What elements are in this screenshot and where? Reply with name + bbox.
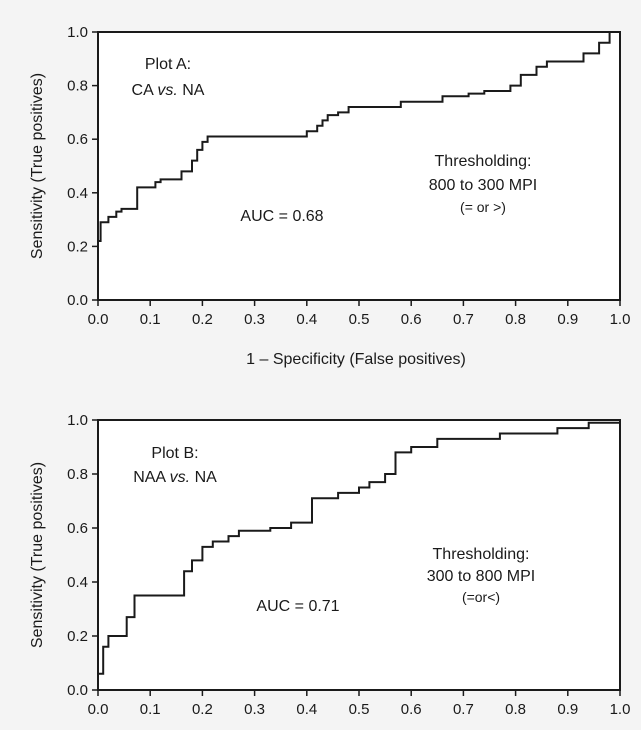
plot-b-x-tick-label: 0.1	[140, 701, 161, 718]
plot-a-y-tick-label: 0.2	[67, 238, 88, 255]
plot-b-x-tick-label: 0.7	[453, 701, 474, 718]
plot-b-y-tick-label: 0.6	[67, 520, 88, 537]
plot-a-x-tick-label: 0.7	[453, 311, 474, 328]
plot-b-x-tick-label: 1.0	[610, 701, 631, 718]
plot-a-auc-label: AUC = 0.68	[240, 208, 323, 225]
plot-b-title-group-a: NAA	[133, 469, 169, 486]
plot-b-y-tick-label: 0.8	[67, 466, 88, 483]
plot-b-y-tick-label: 0.0	[67, 682, 88, 699]
plot-a-roc-curve	[97, 31, 620, 300]
plot-b-title-group-b: NA	[190, 469, 217, 486]
plot-a-ticks: 0.0 0.1 0.2 0.3 0.4 0.5 0.6 0.7 0.8 0.9 1.0 0.0 0.2 0…	[67, 24, 630, 328]
plot-b-x-tick-label: 0.0	[88, 701, 109, 718]
plot-a-x-tick-label: 0.0	[88, 311, 109, 328]
plot-b-x-tick-label: 0.8	[505, 701, 526, 718]
plot-a-x-tick-label: 0.1	[140, 311, 161, 328]
plot-a-x-axis-title: 1 – Specificity (False positives)	[246, 351, 466, 368]
plot-b-x-tick-label: 0.4	[296, 701, 317, 718]
plot-a-title-vs: vs.	[157, 82, 177, 99]
plot-a-title-group-b: NA	[178, 82, 205, 99]
plot-b-title-line1: Plot B:	[151, 445, 198, 462]
plot-b-x-tick-label: 0.6	[401, 701, 422, 718]
plot-a-threshold-line2: 800 to 300 MPI	[429, 177, 538, 194]
plot-a-y-tick-label: 0.0	[67, 292, 88, 309]
plot-b-y-tick-label: 1.0	[67, 412, 88, 429]
plot-b-threshold-line2: 300 to 800 MPI	[427, 568, 536, 585]
plot-b: 0.0 0.1 0.2 0.3 0.4 0.5 0.6 0.7 0.8 0.9 1.0 0.0 0.2 0…	[29, 412, 630, 718]
plot-b-y-tick-label: 0.2	[67, 628, 88, 645]
plot-a-title-line1: Plot A:	[145, 56, 191, 73]
plot-b-x-tick-label: 0.9	[557, 701, 578, 718]
plot-a-threshold-line1: Thresholding:	[435, 153, 532, 170]
plot-b-title-line2: NAA vs. NA	[133, 469, 217, 486]
plot-b-x-tick-label: 0.3	[244, 701, 265, 718]
plot-b-auc-label: AUC = 0.71	[256, 598, 339, 615]
plot-a-title-line2: CA vs. NA	[132, 82, 205, 99]
plot-a-x-tick-label: 1.0	[610, 311, 631, 328]
plot-a-y-tick-label: 1.0	[67, 24, 88, 41]
plot-b-threshold-line3: (=or<)	[462, 589, 500, 605]
plot-a-x-tick-label: 0.9	[557, 311, 578, 328]
plot-a-y-tick-label: 0.4	[67, 185, 88, 202]
plot-a-x-tick-label: 0.3	[244, 311, 265, 328]
plot-b-y-axis-title: Sensitivity (True positives)	[29, 462, 46, 648]
plot-a-x-tick-label: 0.4	[296, 311, 317, 328]
plot-b-roc-curve	[97, 420, 621, 690]
plot-a-x-tick-label: 0.2	[192, 311, 213, 328]
plot-a-x-tick-label: 0.8	[505, 311, 526, 328]
plot-b-area	[98, 420, 620, 690]
plot-a-y-axis-title: Sensitivity (True positives)	[29, 73, 46, 259]
plot-a: 0.0 0.1 0.2 0.3 0.4 0.5 0.6 0.7 0.8 0.9 1.0 0.0 0.2 0…	[29, 24, 630, 368]
plot-b-threshold-line1: Thresholding:	[433, 546, 530, 563]
plot-a-area	[98, 32, 620, 300]
plot-a-x-tick-label: 0.5	[349, 311, 370, 328]
plot-b-x-tick-label: 0.5	[349, 701, 370, 718]
plot-b-x-tick-label: 0.2	[192, 701, 213, 718]
plot-a-y-tick-label: 0.6	[67, 131, 88, 148]
plot-a-title-group-a: CA	[132, 82, 158, 99]
plot-b-title-vs: vs.	[170, 469, 190, 486]
plot-a-y-tick-label: 0.8	[67, 78, 88, 95]
plot-b-ticks: 0.0 0.1 0.2 0.3 0.4 0.5 0.6 0.7 0.8 0.9 1.0 0.0 0.2 0…	[67, 412, 630, 718]
plot-b-y-tick-label: 0.4	[67, 574, 88, 591]
plot-a-threshold-line3: (= or >)	[460, 199, 506, 215]
plot-a-x-tick-label: 0.6	[401, 311, 422, 328]
